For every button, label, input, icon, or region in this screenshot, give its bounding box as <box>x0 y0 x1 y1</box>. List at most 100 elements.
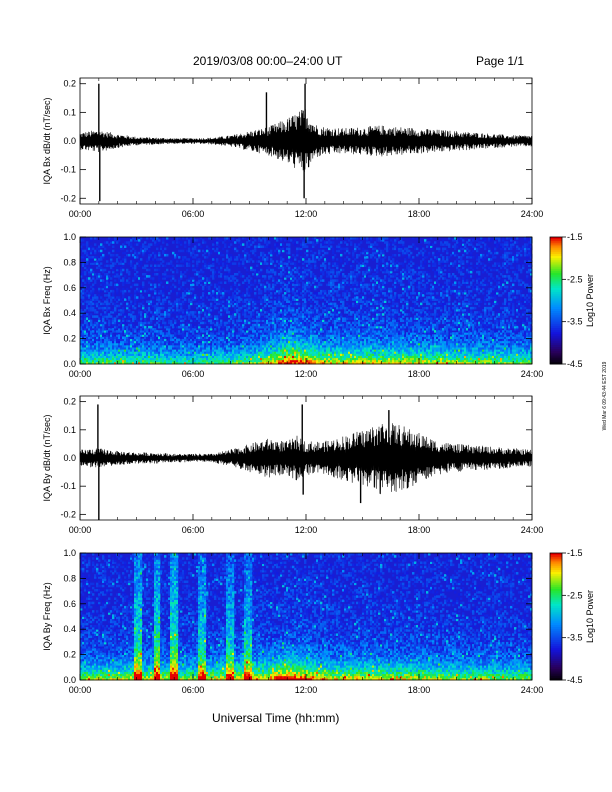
heatmap-cell <box>200 359 203 363</box>
heatmap-cell <box>100 256 103 259</box>
heatmap-cell <box>184 355 187 359</box>
heatmap-cell <box>132 361 135 365</box>
heatmap-cell <box>214 361 217 365</box>
heatmap-cell <box>242 323 245 327</box>
heatmap-cell <box>164 340 167 344</box>
heatmap-cell <box>90 302 93 306</box>
heatmap-cell <box>130 355 133 359</box>
heatmap-cell <box>122 311 125 314</box>
heatmap-cell <box>128 357 131 361</box>
heatmap-cell <box>116 253 119 257</box>
heatmap-cell <box>82 344 85 348</box>
heatmap-cell <box>190 340 193 344</box>
heatmap-cell <box>166 268 169 272</box>
heatmap-cell <box>130 241 133 244</box>
heatmap-cell <box>108 347 111 350</box>
heatmap-cell <box>224 344 227 348</box>
heatmap-cell <box>140 313 143 316</box>
heatmap-cell <box>210 357 213 361</box>
heatmap-cell <box>150 355 153 359</box>
heatmap-cell <box>248 243 251 246</box>
heatmap-cell <box>120 268 123 272</box>
heatmap-cell <box>238 332 241 335</box>
heatmap-cell <box>242 351 245 354</box>
heatmap-cell <box>168 308 171 312</box>
heatmap-cell <box>84 332 87 335</box>
heatmap-cell <box>210 349 213 352</box>
heatmap-cell <box>192 355 195 359</box>
heatmap-cell <box>228 332 231 335</box>
heatmap-cell <box>82 315 85 318</box>
heatmap-cell <box>224 281 227 284</box>
heatmap-cell <box>300 251 303 255</box>
heatmap-cell <box>102 338 105 342</box>
heatmap-cell <box>146 264 149 268</box>
heatmap-cell <box>248 317 251 320</box>
heatmap-cell <box>112 264 115 268</box>
heatmap-cell <box>198 332 201 335</box>
heatmap-cell <box>126 304 129 308</box>
heatmap-cell <box>142 353 145 356</box>
heatmap-cell <box>182 311 185 314</box>
heatmap-cell <box>90 262 93 265</box>
heatmap-cell <box>228 340 231 344</box>
heatmap-cell <box>224 289 227 293</box>
heatmap-cell <box>210 315 213 318</box>
heatmap-cell <box>82 292 85 295</box>
heatmap-cell <box>224 302 227 306</box>
heatmap-cell <box>186 237 189 240</box>
heatmap-cell <box>198 325 201 329</box>
heatmap-cell <box>154 323 157 327</box>
heatmap-cell <box>206 347 209 350</box>
heatmap-cell <box>212 275 215 278</box>
heatmap-cell <box>244 319 247 323</box>
heatmap-cell <box>192 342 195 346</box>
heatmap-cell <box>130 264 133 268</box>
heatmap-cell <box>90 342 93 346</box>
heatmap-cell <box>246 283 249 287</box>
heatmap-cell <box>212 359 215 363</box>
heatmap-cell <box>228 272 231 276</box>
heatmap-cell <box>168 275 171 278</box>
heatmap-cell <box>200 342 203 346</box>
heatmap-cell <box>236 334 239 337</box>
heatmap-cell <box>192 330 195 333</box>
heatmap-cell <box>116 330 119 333</box>
heatmap-cell <box>134 357 137 361</box>
heatmap-cell <box>236 321 239 325</box>
heatmap-cell <box>134 249 137 253</box>
heatmap-cell <box>104 241 107 244</box>
heatmap-cell <box>88 336 91 339</box>
heatmap-cell <box>148 347 151 350</box>
heatmap-cell <box>162 294 165 297</box>
heatmap-cell <box>114 344 117 348</box>
heatmap-cell <box>224 308 227 312</box>
heatmap-cell <box>128 304 131 308</box>
heatmap-cell <box>174 347 177 350</box>
heatmap-cell <box>142 245 145 248</box>
heatmap-cell <box>238 245 241 248</box>
heatmap-cell <box>196 262 199 265</box>
heatmap-cell <box>162 340 165 344</box>
heatmap-cell <box>158 342 161 346</box>
heatmap-cell <box>132 357 135 361</box>
heatmap-cell <box>190 342 193 346</box>
heatmap-cell <box>148 300 151 304</box>
heatmap-cell <box>164 359 167 363</box>
heatmap-cell <box>142 347 145 350</box>
heatmap-cell <box>178 298 181 301</box>
heatmap-cell <box>144 349 147 352</box>
heatmap-cell <box>246 315 249 318</box>
heatmap-cell <box>112 323 115 327</box>
heatmap-cell <box>82 359 85 363</box>
heatmap-cell <box>98 344 101 348</box>
heatmap-cell <box>150 277 153 280</box>
heatmap-cell <box>172 353 175 356</box>
heatmap-cell <box>156 321 159 325</box>
heatmap-cell <box>246 287 249 291</box>
heatmap-cell <box>158 292 161 295</box>
heatmap-cell <box>240 275 243 278</box>
heatmap-cell <box>106 334 109 337</box>
heatmap-cell <box>176 349 179 352</box>
heatmap-cell <box>210 289 213 293</box>
